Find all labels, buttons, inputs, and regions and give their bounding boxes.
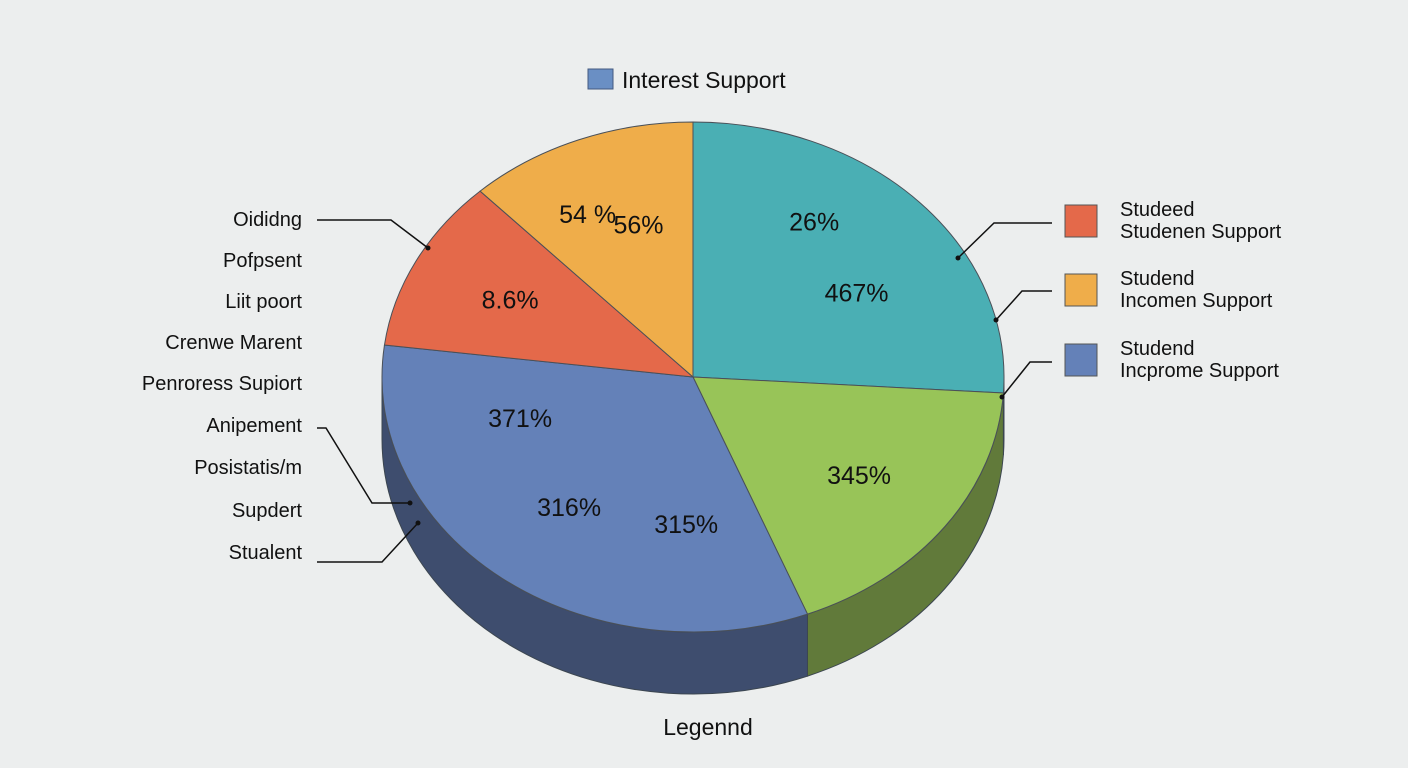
leader-line	[317, 522, 419, 563]
slice-label: 54 %	[559, 201, 616, 229]
left-label: Crenwe Marent	[165, 332, 302, 354]
leader-dot	[999, 394, 1005, 400]
leader-dot	[955, 255, 961, 261]
pie-slice-3	[383, 190, 695, 378]
left-label: Pofpsent	[223, 250, 302, 272]
legend-title: Legennd	[663, 714, 753, 740]
leader-dot	[415, 520, 421, 526]
left-label: Stualent	[229, 542, 303, 564]
legend-label: Incprome Support	[1120, 360, 1279, 382]
slice-label: 345%	[827, 462, 891, 490]
legend-label: Incomen Support	[1120, 290, 1273, 312]
pie-slice-4	[479, 121, 694, 379]
legend-swatch	[1064, 204, 1098, 238]
slice-label: 467%	[825, 279, 889, 307]
left-label: Posistatis/m	[194, 457, 302, 479]
pie-slice-0	[692, 121, 1005, 394]
left-label: Liit poort	[225, 291, 302, 313]
pie-slices	[381, 121, 1005, 633]
left-label: Penroress Supiort	[142, 373, 303, 395]
slice-label: 371%	[488, 405, 552, 433]
leader-dot	[425, 245, 431, 251]
top-legend-swatch	[587, 68, 614, 90]
slice-label: 26%	[789, 209, 839, 237]
leader-dot	[407, 500, 413, 506]
slice-labels: 26% 467% 345% 315% 316% 371% 8.6% 54 %56%	[482, 201, 891, 539]
top-legend: Interest Support	[587, 67, 786, 93]
left-label: Supdert	[232, 500, 302, 522]
legend-swatch	[1064, 273, 1098, 307]
legend-label: Studeed	[1120, 199, 1195, 221]
legend-label: Studend	[1120, 338, 1195, 360]
pie-slice-2	[381, 344, 809, 633]
left-label: Oididng	[233, 209, 302, 231]
left-label: Anipement	[206, 415, 302, 437]
pie-slice-1	[692, 376, 1004, 615]
leader-line	[1001, 361, 1052, 398]
slice-label: 315%	[654, 511, 718, 539]
slice-label: 8.6%	[482, 287, 539, 315]
left-labels: Oididng Pofpsent Liit poort Crenwe Marent Pe…	[142, 209, 303, 564]
leader-line	[317, 427, 410, 504]
slice-label: 316%	[537, 494, 601, 522]
top-legend-label: Interest Support	[622, 67, 786, 93]
legend-label: Studend	[1120, 268, 1195, 290]
legend-swatch	[1064, 343, 1098, 377]
leader-line	[317, 219, 429, 249]
leader-lines	[317, 219, 1052, 563]
leader-line	[957, 222, 1052, 259]
leader-dot	[993, 317, 999, 323]
slice-label: 56%	[613, 211, 663, 239]
legend-label: Studenen Support	[1120, 221, 1282, 243]
leader-line	[995, 290, 1052, 321]
